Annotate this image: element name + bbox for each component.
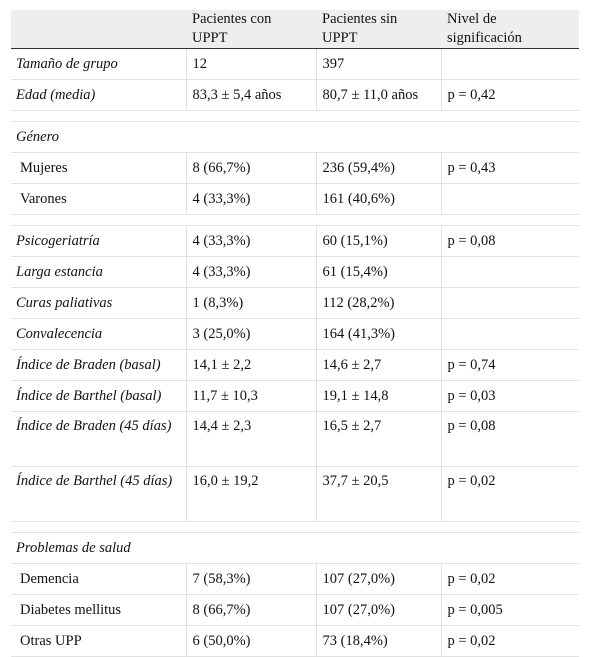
cell-sin: 61 (15,4%) — [316, 256, 442, 288]
cell-sin: 107 (27,0%) — [316, 563, 442, 595]
spacer-row — [11, 214, 579, 226]
cell-p: p = 0,02 — [441, 466, 579, 522]
cell-p: p = 0,005 — [441, 594, 579, 626]
cell-con: 14,4 ± 2,3 — [186, 411, 317, 467]
cell-sin: 397 — [316, 48, 442, 80]
spacer-cell — [11, 110, 579, 122]
table-row: Demencia 7 (58,3%) 107 (27,0%) p = 0,02 — [11, 563, 579, 595]
table-row: Índice de Barthel (45 días) 16,0 ± 19,2 … — [11, 466, 579, 522]
row-label: Índice de Braden (basal) — [11, 349, 187, 381]
cell-con: 4 (33,3%) — [186, 225, 317, 257]
cell-con: 83,3 ± 5,4 años — [186, 79, 317, 111]
row-label: Tamaño de grupo — [11, 48, 187, 80]
cell-sin: 161 (40,6%) — [316, 183, 442, 215]
header-empty-cell — [11, 10, 186, 49]
header-row: Pacientes con UPPT Pacientes sin UPPT Ni… — [11, 10, 579, 49]
cell-con: 16,0 ± 19,2 — [186, 466, 317, 522]
table-row: Psicogeriatría 4 (33,3%) 60 (15,1%) p = … — [11, 225, 579, 257]
cell-con: 14,1 ± 2,2 — [186, 349, 317, 381]
cell-p: p = 0,08 — [441, 225, 579, 257]
cell-con: 11,7 ± 10,3 — [186, 380, 317, 412]
cell-sin: 107 (27,0%) — [316, 594, 442, 626]
table-row: Tamaño de grupo 12 397 — [11, 48, 579, 80]
cell-p — [441, 48, 579, 80]
header-significance: Nivel de significación — [441, 10, 579, 49]
cell-p: p = 0,02 — [441, 563, 579, 595]
row-label: Índice de Barthel (45 días) — [11, 466, 187, 522]
cell-p: p = 0,43 — [441, 152, 579, 184]
row-label: Curas paliativas — [11, 287, 187, 319]
cell-con: 4 (33,3%) — [186, 183, 317, 215]
table-row: Convalecencia 3 (25,0%) 164 (41,3%) — [11, 318, 579, 350]
table-row: Larga estancia 4 (33,3%) 61 (15,4%) — [11, 256, 579, 288]
section-row: Género — [11, 121, 579, 153]
cell-con: 8 (66,7%) — [186, 594, 317, 626]
row-label: Convalecencia — [11, 318, 187, 350]
row-label: Otras UPP — [11, 625, 187, 657]
table-row: Curas paliativas 1 (8,3%) 112 (28,2%) — [11, 287, 579, 319]
table-row: Edad (media) 83,3 ± 5,4 años 80,7 ± 11,0… — [11, 79, 579, 111]
row-label: Larga estancia — [11, 256, 187, 288]
cell-sin: 80,7 ± 11,0 años — [316, 79, 442, 111]
cell-p — [441, 318, 579, 350]
cell-p: p = 0,02 — [441, 625, 579, 657]
comparison-table: Pacientes con UPPT Pacientes sin UPPT Ni… — [11, 10, 579, 657]
row-label: Mujeres — [11, 152, 187, 184]
table-row: Índice de Braden (45 días) 14,4 ± 2,3 16… — [11, 411, 579, 467]
cell-sin: 164 (41,3%) — [316, 318, 442, 350]
row-label: Diabetes mellitus — [11, 594, 187, 626]
cell-sin: 73 (18,4%) — [316, 625, 442, 657]
cell-p: p = 0,42 — [441, 79, 579, 111]
spacer-row — [11, 521, 579, 533]
cell-con: 1 (8,3%) — [186, 287, 317, 319]
cell-p — [441, 256, 579, 288]
section-heading: Problemas de salud — [11, 532, 579, 564]
cell-con: 3 (25,0%) — [186, 318, 317, 350]
cell-sin: 37,7 ± 20,5 — [316, 466, 442, 522]
cell-con: 6 (50,0%) — [186, 625, 317, 657]
header-con-uppt: Pacientes con UPPT — [186, 10, 316, 49]
section-heading: Género — [11, 121, 579, 153]
table-row: Índice de Barthel (basal) 11,7 ± 10,3 19… — [11, 380, 579, 412]
cell-con: 12 — [186, 48, 317, 80]
row-label: Varones — [11, 183, 187, 215]
row-label: Demencia — [11, 563, 187, 595]
table-row: Varones 4 (33,3%) 161 (40,6%) — [11, 183, 579, 215]
spacer-row — [11, 110, 579, 122]
cell-con: 7 (58,3%) — [186, 563, 317, 595]
cell-con: 8 (66,7%) — [186, 152, 317, 184]
cell-sin: 16,5 ± 2,7 — [316, 411, 442, 467]
cell-sin: 112 (28,2%) — [316, 287, 442, 319]
spacer-cell — [11, 521, 579, 533]
section-row: Problemas de salud — [11, 532, 579, 564]
table-row: Índice de Braden (basal) 14,1 ± 2,2 14,6… — [11, 349, 579, 381]
table-body: Tamaño de grupo 12 397 Edad (media) 83,3… — [11, 48, 579, 657]
cell-p: p = 0,74 — [441, 349, 579, 381]
row-label: Índice de Braden (45 días) — [11, 411, 187, 467]
table-row: Diabetes mellitus 8 (66,7%) 107 (27,0%) … — [11, 594, 579, 626]
table-header: Pacientes con UPPT Pacientes sin UPPT Ni… — [11, 10, 579, 49]
cell-sin: 60 (15,1%) — [316, 225, 442, 257]
cell-con: 4 (33,3%) — [186, 256, 317, 288]
cell-p — [441, 183, 579, 215]
cell-p: p = 0,08 — [441, 411, 579, 467]
cell-p — [441, 287, 579, 319]
header-sin-uppt: Pacientes sin UPPT — [316, 10, 441, 49]
table-row: Otras UPP 6 (50,0%) 73 (18,4%) p = 0,02 — [11, 625, 579, 657]
cell-p: p = 0,03 — [441, 380, 579, 412]
row-label: Edad (media) — [11, 79, 187, 111]
cell-sin: 19,1 ± 14,8 — [316, 380, 442, 412]
row-label: Índice de Barthel (basal) — [11, 380, 187, 412]
cell-sin: 236 (59,4%) — [316, 152, 442, 184]
table-row: Mujeres 8 (66,7%) 236 (59,4%) p = 0,43 — [11, 152, 579, 184]
cell-sin: 14,6 ± 2,7 — [316, 349, 442, 381]
row-label: Psicogeriatría — [11, 225, 187, 257]
spacer-cell — [11, 214, 579, 226]
